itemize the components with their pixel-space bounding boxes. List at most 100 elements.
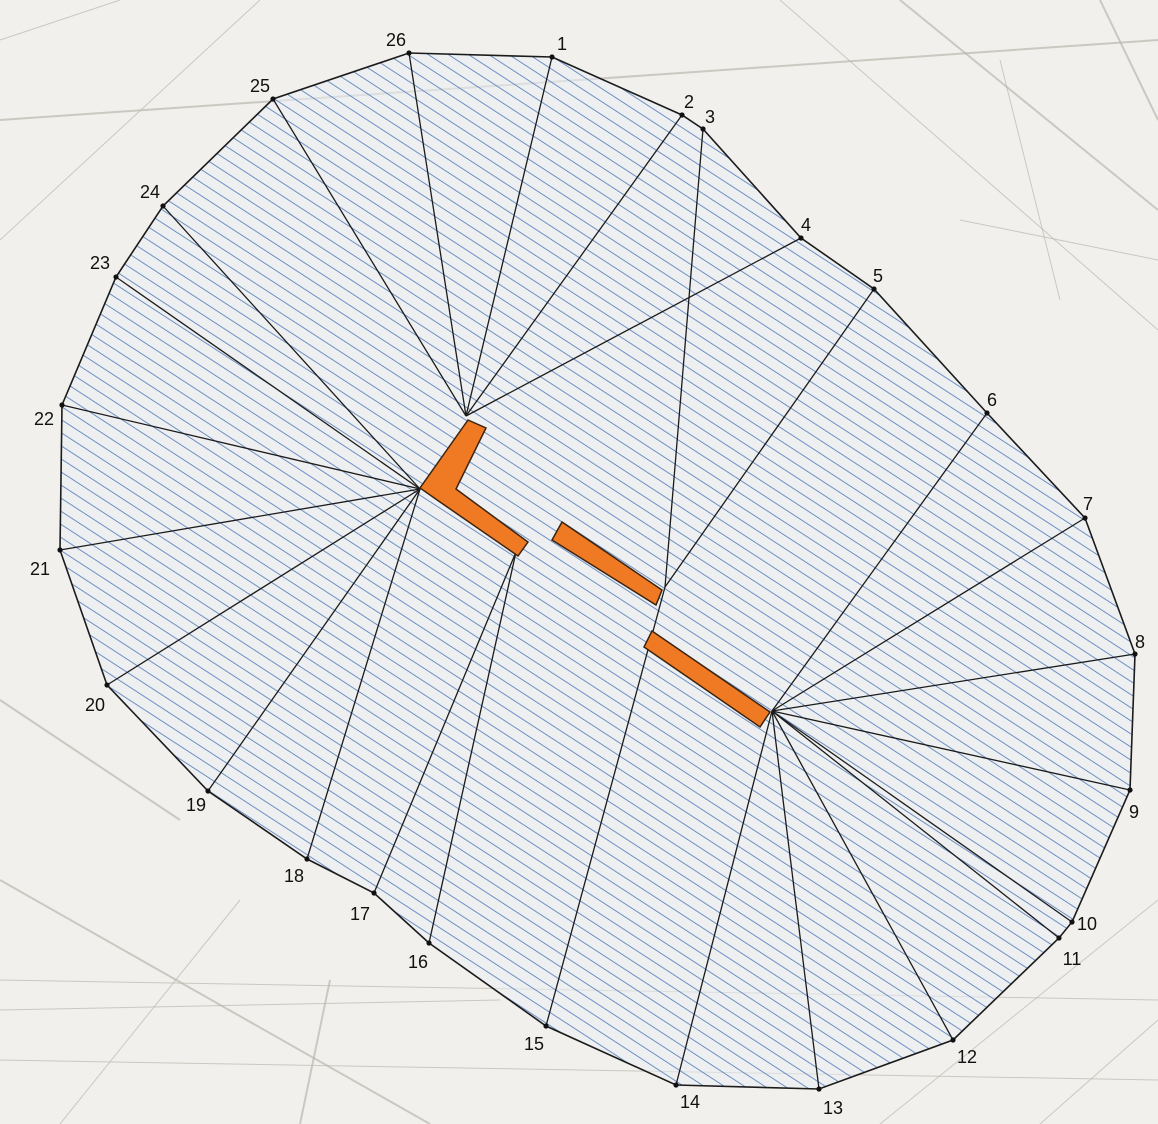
vertex-point-10 <box>1069 919 1075 925</box>
vertex-label-19: 19 <box>186 795 206 815</box>
vertex-point-6 <box>984 410 990 416</box>
basemap-street <box>0 1059 1158 1081</box>
vertex-point-17 <box>371 890 377 896</box>
basemap-street <box>899 0 1158 211</box>
vertex-point-15 <box>543 1023 549 1029</box>
vertex-label-12: 12 <box>957 1047 977 1067</box>
vertex-label-3: 3 <box>705 107 715 127</box>
vertex-label-18: 18 <box>284 866 304 886</box>
vertex-point-25 <box>270 96 276 102</box>
vertex-label-11: 11 <box>1063 949 1082 969</box>
vertex-point-18 <box>304 856 310 862</box>
vertex-label-10: 10 <box>1077 914 1097 934</box>
vertex-label-15: 15 <box>524 1034 544 1054</box>
basemap-street <box>59 899 241 1124</box>
ray-to-vertex-16 <box>428 551 517 944</box>
vertex-point-21 <box>57 547 63 553</box>
vertex-point-24 <box>160 203 166 209</box>
vertex-point-20 <box>104 682 110 688</box>
ray-to-vertex-3 <box>664 128 704 588</box>
vertex-label-25: 25 <box>250 76 270 96</box>
vertex-label-24: 24 <box>140 182 160 202</box>
vertex-label-2: 2 <box>684 92 694 112</box>
vertex-point-16 <box>426 940 432 946</box>
vertex-point-23 <box>113 274 119 280</box>
vertex-point-8 <box>1132 651 1138 657</box>
vertex-label-4: 4 <box>801 215 811 235</box>
basemap-street <box>959 219 1158 261</box>
ray-to-vertex-26 <box>408 52 467 417</box>
basemap-street <box>0 879 431 1124</box>
ray-to-vertex-10 <box>771 710 1073 923</box>
vertex-point-12 <box>950 1037 956 1043</box>
vertex-point-19 <box>205 788 211 794</box>
vertex-label-9: 9 <box>1129 802 1139 822</box>
building-footprints <box>418 419 772 729</box>
vertex-point-1 <box>549 54 555 60</box>
vertex-point-3 <box>700 126 706 132</box>
vertex-label-7: 7 <box>1083 494 1093 514</box>
sector-rays <box>59 52 1136 1090</box>
ray-to-vertex-9 <box>771 710 1131 791</box>
vertex-point-14 <box>673 1082 679 1088</box>
ray-to-vertex-14 <box>675 710 773 1086</box>
basemap-street <box>1099 0 1158 121</box>
vertex-label-26: 26 <box>386 30 406 50</box>
vertex-point-26 <box>406 50 412 56</box>
vertex-point-4 <box>798 235 804 241</box>
vertex-label-13: 13 <box>823 1098 843 1118</box>
ray-to-vertex-15 <box>545 586 666 1027</box>
basemap-street <box>0 699 181 821</box>
ray-to-vertex-23 <box>115 276 421 490</box>
ray-to-vertex-8 <box>771 653 1136 712</box>
ray-to-vertex-12 <box>771 710 954 1041</box>
ray-to-vertex-5 <box>664 288 875 588</box>
ray-to-vertex-17 <box>373 551 517 894</box>
vertex-label-14: 14 <box>680 1092 700 1112</box>
ray-to-vertex-4 <box>465 237 802 417</box>
ray-to-vertex-22 <box>61 404 421 490</box>
vertex-point-5 <box>871 286 877 292</box>
basemap-street <box>1039 1019 1158 1124</box>
basemap-street <box>299 979 331 1124</box>
vertex-point-7 <box>1082 515 1088 521</box>
basemap-street <box>0 0 261 241</box>
vertex-label-16: 16 <box>408 952 428 972</box>
vertex-point-9 <box>1127 787 1133 793</box>
vertex-label-21: 21 <box>30 559 50 579</box>
vertex-labels: 1234567891011121314151617181920212223242… <box>30 30 1145 1118</box>
ray-to-vertex-18 <box>306 488 421 860</box>
vertex-label-20: 20 <box>85 695 105 715</box>
ray-to-vertex-2 <box>465 114 683 417</box>
vertex-points <box>57 50 1138 1092</box>
basemap-street <box>0 999 501 1011</box>
vertex-point-13 <box>816 1086 822 1092</box>
vertex-point-22 <box>59 402 65 408</box>
ray-to-vertex-1 <box>465 56 553 417</box>
vertex-label-22: 22 <box>34 409 54 429</box>
building-l-shape <box>418 419 530 558</box>
vertex-point-11 <box>1056 935 1062 941</box>
vertex-label-23: 23 <box>90 253 110 273</box>
ray-to-vertex-7 <box>771 517 1086 712</box>
ray-to-vertex-11 <box>771 710 1060 939</box>
vertex-point-2 <box>679 112 685 118</box>
building-bar-middle <box>550 520 663 607</box>
ray-to-vertex-19 <box>207 488 421 792</box>
building-bar-lower <box>643 629 772 729</box>
ray-to-vertex-21 <box>59 488 421 551</box>
ray-to-vertex-6 <box>771 412 988 712</box>
basemap-street <box>999 59 1061 301</box>
vertex-label-5: 5 <box>873 266 883 286</box>
ray-to-vertex-24 <box>162 205 421 490</box>
ray-to-vertex-20 <box>106 488 421 686</box>
ray-to-vertex-25 <box>272 98 467 417</box>
vertex-label-6: 6 <box>987 390 997 410</box>
vertex-label-17: 17 <box>350 904 370 924</box>
basemap-street <box>779 0 1158 331</box>
vertex-label-8: 8 <box>1135 632 1145 652</box>
basemap-street <box>879 899 1158 1124</box>
